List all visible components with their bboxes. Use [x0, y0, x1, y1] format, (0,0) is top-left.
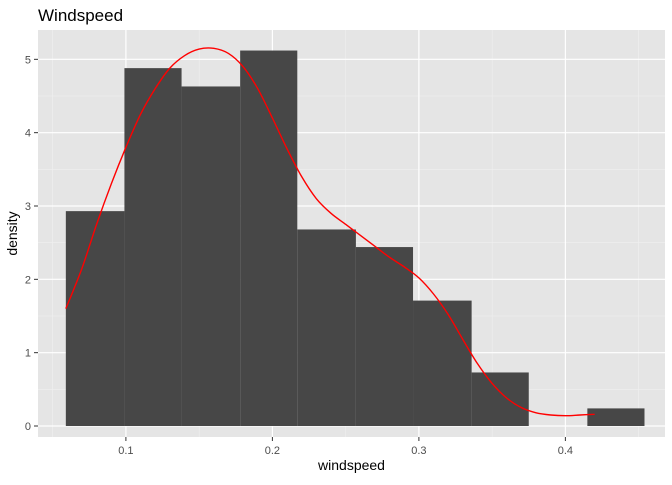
- chart-title: Windspeed: [38, 6, 123, 25]
- histogram-bar: [181, 86, 241, 426]
- histogram-bar: [355, 247, 414, 426]
- histogram-bar: [587, 408, 645, 426]
- histogram-bar: [65, 211, 125, 426]
- y-axis: 0 1 2 3 4 5: [25, 54, 38, 433]
- y-tick-label: 5: [25, 54, 31, 66]
- histogram-bar: [124, 68, 182, 426]
- y-tick-label: 1: [25, 348, 31, 360]
- histogram-bar: [471, 372, 529, 426]
- y-tick-label: 2: [25, 274, 31, 286]
- x-axis: 0.1 0.2 0.3 0.4: [118, 437, 573, 457]
- histogram-bar: [240, 50, 298, 427]
- x-tick-label: 0.1: [118, 445, 133, 457]
- x-tick-label: 0.4: [558, 445, 573, 457]
- density-curve: [65, 47, 595, 417]
- y-tick-label: 3: [25, 201, 31, 213]
- x-tick-label: 0.2: [265, 445, 280, 457]
- y-tick-label: 4: [25, 128, 31, 140]
- x-axis-label: windspeed: [317, 457, 385, 473]
- histogram-bar: [413, 300, 472, 426]
- y-axis-label: density: [4, 211, 20, 255]
- y-tick-label: 0: [25, 421, 31, 433]
- x-tick-label: 0.3: [411, 445, 426, 457]
- histogram-bar: [297, 229, 356, 426]
